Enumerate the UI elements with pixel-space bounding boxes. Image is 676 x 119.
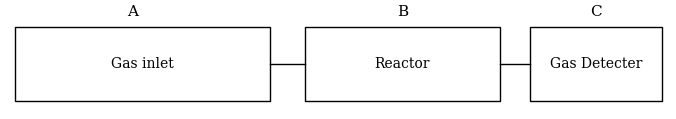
FancyBboxPatch shape xyxy=(530,27,662,101)
Text: A: A xyxy=(128,5,139,19)
Text: Reactor: Reactor xyxy=(375,57,430,71)
Text: Gas inlet: Gas inlet xyxy=(111,57,174,71)
Text: Gas Detecter: Gas Detecter xyxy=(550,57,642,71)
FancyBboxPatch shape xyxy=(305,27,500,101)
Text: B: B xyxy=(397,5,408,19)
Text: C: C xyxy=(590,5,602,19)
FancyBboxPatch shape xyxy=(15,27,270,101)
